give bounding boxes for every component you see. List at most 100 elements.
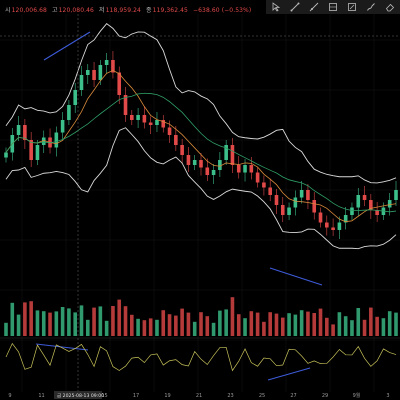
svg-text:금 2025-08-13 09:00: 금 2025-08-13 09:00 [57,393,104,399]
crosshair-date-badge: 금 2025-08-13 09:00 [54,391,104,399]
candle-body [236,165,241,173]
volume-bar [29,301,33,336]
volume-bar [60,307,65,336]
volume-bar [192,321,197,336]
volume-bar [79,305,84,336]
candle-body [325,222,329,228]
volume-bar [230,297,235,336]
volume-bar [98,306,103,336]
x-axis-tick-label: 17 [133,393,139,399]
candle-body [255,172,260,183]
volume-bar [111,306,115,336]
volume-bar [274,313,279,336]
candle-body [243,165,247,173]
measure-icon[interactable] [342,0,361,14]
moving-average-short [5,69,397,223]
ohlc-legend: 시120,006.68 고120,080.46 저118,959.24 종119… [5,5,254,14]
volume-bar [211,322,216,336]
parallel-channel-icon[interactable] [323,0,342,14]
volume-bar [16,314,21,336]
open-value: 120,006.68 [11,7,47,14]
volume-bar [236,314,241,336]
moving-average-long [5,92,397,213]
volume-bar [92,307,96,336]
volume-bar [375,316,379,336]
volume-bar [287,313,291,336]
volume-bar [117,299,122,336]
candle-body [199,160,203,168]
volume-bar [268,312,272,336]
candle-body [356,195,361,208]
candle-body [280,205,285,215]
close-value: 119,362.45 [152,7,188,14]
volume-bar [161,310,166,336]
x-axis-tick-label: 11 [38,393,44,399]
candle-body [205,167,210,175]
candle-body [343,215,348,223]
candle-body [186,155,191,165]
divergence-lines [35,31,323,381]
volume-bar [243,318,247,336]
close-label: 종 [146,7,152,14]
candlestick-series [4,51,398,239]
candle-body [299,190,304,198]
candle-body [73,90,77,105]
volume-bar [262,321,266,336]
drawing-toolbar [266,0,400,14]
candle-body [60,120,65,133]
volume-bar [67,308,71,336]
candle-body [375,210,379,215]
candle-body [35,145,40,160]
brush-icon[interactable] [361,0,380,14]
volume-bar [48,312,52,336]
candle-body [111,60,115,73]
volume-bar [343,316,348,336]
candle-body [29,140,33,160]
candle-body [230,145,235,165]
candle-body [161,120,166,128]
candle-body [167,127,172,135]
ray-icon[interactable] [304,0,323,14]
volume-bar [130,314,134,336]
candle-body [274,195,279,205]
volume-bar [249,311,254,336]
candle-body [98,65,103,80]
candle-body [79,75,84,90]
volume-bar [85,319,90,336]
volume-bar [293,314,298,336]
divergence-line [43,31,91,61]
candle-body [130,115,134,120]
candle-body [293,197,298,208]
volume-bar [10,302,15,336]
low-label: 저 [99,7,105,14]
volume-bar [186,312,191,336]
volume-bar [362,319,367,336]
high-value: 120,080.46 [58,7,94,14]
volume-bar [312,313,317,336]
volume-bar [155,319,159,336]
volume-bar [41,311,46,336]
cursor-icon[interactable] [266,0,285,14]
divergence-line [267,367,311,381]
volume-bar [205,316,210,336]
candle-body [123,95,128,115]
bollinger-lower-band [5,127,397,250]
volume-bar [356,308,361,336]
volume-bar [369,307,373,336]
volume-bar [318,308,323,336]
volume-bar [104,320,109,336]
rsi-line [5,342,397,372]
volume-bar [199,312,203,336]
trend-line-icon[interactable] [285,0,304,14]
volume-bar [255,312,260,336]
volume-bar [350,320,354,336]
candle-body [136,115,140,120]
candle-body [394,190,398,200]
eraser-icon[interactable] [380,0,399,14]
x-axis-tick-label: 9월 [353,392,361,399]
candle-body [287,207,291,215]
low-value: 118,959.24 [105,7,141,14]
candle-body [92,70,96,80]
